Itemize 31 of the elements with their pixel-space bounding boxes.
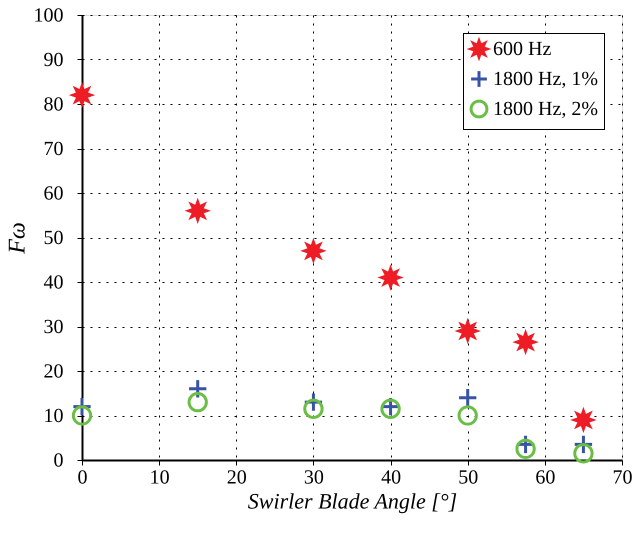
point [188,392,208,412]
legend-label: 600 Hz [493,38,552,60]
y-tick-label: 90 [44,49,64,71]
x-tick-label: 40 [381,466,402,488]
point [72,405,92,426]
y-tick-label: 80 [44,94,64,116]
y-tick-label: 70 [44,138,64,160]
y-axis-title: Fω [4,222,30,255]
legend-label: 1800 Hz, 2% [493,98,598,120]
y-tick-label: 10 [44,405,64,427]
x-axis-title: Swirler Blade Angle [°] [248,488,458,514]
y-tick-label: 30 [44,316,64,338]
point [303,398,324,419]
x-tick-label: 30 [304,466,324,488]
x-tick-label: 10 [150,466,170,488]
legend-label: 1800 Hz, 1% [493,68,598,90]
point [458,405,478,426]
y-tick-label: 100 [34,4,64,26]
y-tick-label: 50 [44,227,64,249]
point [188,378,208,399]
y-tick-label: 0 [54,450,64,472]
x-tick-label: 50 [458,466,478,488]
x-tick-label: 70 [612,466,632,488]
x-tick-label: 20 [226,466,247,488]
y-tick-label: 40 [44,272,64,294]
x-tick-label: 60 [535,466,556,488]
y-tick-label: 60 [44,182,64,204]
y-tick-label: 20 [44,360,64,382]
point [573,443,594,464]
point [515,438,536,460]
x-tick-label: 0 [78,466,88,488]
